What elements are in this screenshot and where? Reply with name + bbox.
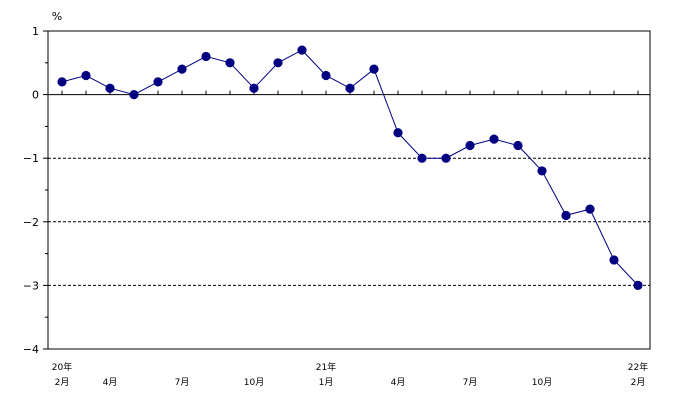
y-tick-label: −1: [23, 152, 39, 165]
y-tick-label: 1: [32, 25, 39, 38]
x-axis-ticks: 20年 2月 4月 7月 10月 21年 1月 4月 7月 10月 22年 2月: [52, 90, 648, 388]
x-tick-label-month: 10月: [244, 377, 264, 388]
x-tick-label-month: 1月: [319, 377, 334, 388]
x-tick-label-month: 7月: [463, 377, 478, 388]
data-point: [81, 70, 91, 81]
axes: [47, 30, 651, 350]
data-point: [489, 134, 499, 144]
grid-lines: [48, 94, 650, 286]
y-unit-label: %: [52, 10, 62, 23]
data-point: [153, 77, 163, 87]
data-point: [369, 64, 379, 74]
x-tick-label-year: 21年: [316, 361, 336, 373]
x-tick-label-month: 4月: [391, 377, 406, 388]
data-point: [441, 153, 451, 163]
data-point: [105, 83, 115, 93]
data-point: [585, 204, 595, 214]
x-tick-label-month: 10月: [532, 377, 552, 388]
data-point: [177, 64, 187, 74]
data-point: [609, 255, 619, 265]
data-point: [561, 210, 571, 221]
y-tick-label: −2: [23, 216, 39, 229]
y-axis-ticks: 1 0 −1 −2 −3 −4: [23, 25, 48, 356]
data-point: [57, 77, 67, 87]
data-point: [393, 128, 403, 138]
data-point: [249, 83, 259, 93]
data-point: [225, 58, 235, 68]
x-tick-label-year: 20年: [52, 361, 72, 373]
data-point: [273, 58, 283, 68]
data-point: [537, 166, 547, 176]
x-tick-label-month: 4月: [103, 377, 118, 388]
x-tick-label-month: 2月: [631, 377, 646, 388]
data-point: [345, 83, 355, 93]
y-tick-label: −3: [23, 279, 39, 292]
x-tick-label-month: 7月: [175, 377, 190, 388]
y-tick-label: −4: [23, 343, 39, 356]
plot-frame: [47, 30, 651, 350]
data-point: [465, 140, 475, 151]
data-point: [201, 51, 211, 62]
x-tick-label-month: 2月: [55, 377, 70, 388]
data-point: [297, 45, 307, 55]
series-group: [57, 45, 643, 290]
data-point: [129, 90, 139, 100]
data-point: [633, 280, 643, 290]
data-point: [513, 140, 523, 151]
y-tick-label: 0: [32, 89, 39, 102]
data-point: [417, 153, 427, 163]
x-tick-label-year: 22年: [628, 361, 648, 373]
data-point: [321, 70, 331, 81]
